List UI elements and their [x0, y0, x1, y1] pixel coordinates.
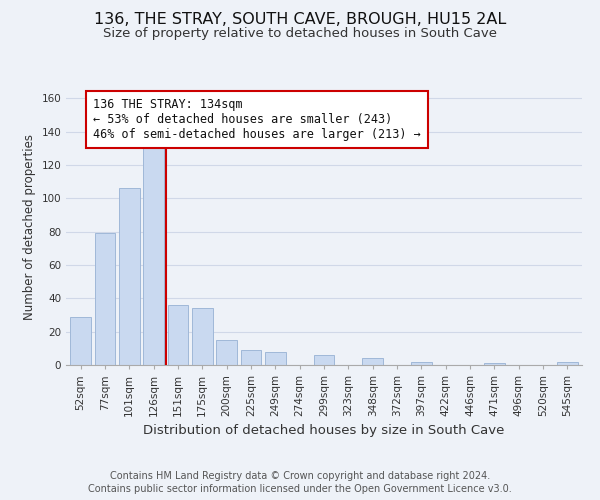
Text: Contains HM Land Registry data © Crown copyright and database right 2024.: Contains HM Land Registry data © Crown c… [110, 471, 490, 481]
Bar [314, 355, 334, 365]
Bar [557, 362, 578, 365]
Text: Size of property relative to detached houses in South Cave: Size of property relative to detached ho… [103, 28, 497, 40]
Bar [411, 362, 432, 365]
Bar [265, 352, 286, 365]
Bar [143, 148, 164, 365]
Bar [95, 234, 115, 365]
Text: Contains public sector information licensed under the Open Government Licence v3: Contains public sector information licen… [88, 484, 512, 494]
Text: 136, THE STRAY, SOUTH CAVE, BROUGH, HU15 2AL: 136, THE STRAY, SOUTH CAVE, BROUGH, HU15… [94, 12, 506, 28]
Y-axis label: Number of detached properties: Number of detached properties [23, 134, 36, 320]
X-axis label: Distribution of detached houses by size in South Cave: Distribution of detached houses by size … [143, 424, 505, 438]
Text: 136 THE STRAY: 134sqm
← 53% of detached houses are smaller (243)
46% of semi-det: 136 THE STRAY: 134sqm ← 53% of detached … [93, 98, 421, 142]
Bar [241, 350, 262, 365]
Bar [362, 358, 383, 365]
Bar [70, 316, 91, 365]
Bar [484, 364, 505, 365]
Bar [167, 305, 188, 365]
Bar [192, 308, 212, 365]
Bar [119, 188, 140, 365]
Bar [216, 340, 237, 365]
